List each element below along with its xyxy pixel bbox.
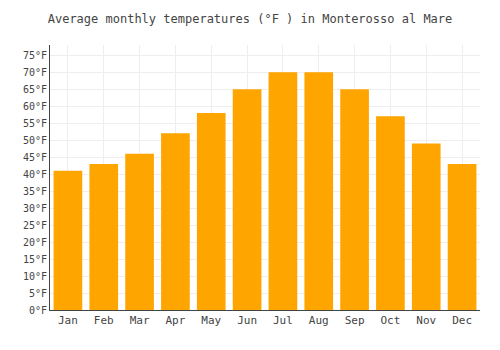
svg-text:55°F: 55°F — [23, 118, 47, 129]
svg-text:Oct: Oct — [380, 314, 400, 327]
svg-text:50°F: 50°F — [23, 135, 47, 146]
svg-text:Nov: Nov — [416, 314, 436, 327]
svg-text:Aug: Aug — [309, 314, 329, 327]
svg-text:15°F: 15°F — [23, 254, 47, 265]
svg-text:40°F: 40°F — [23, 169, 47, 180]
svg-text:Jun: Jun — [237, 314, 257, 327]
svg-text:70°F: 70°F — [23, 67, 47, 78]
svg-text:0°F: 0°F — [29, 305, 47, 316]
svg-text:Mar: Mar — [130, 314, 150, 327]
svg-text:20°F: 20°F — [23, 237, 47, 248]
svg-text:Jul: Jul — [273, 314, 293, 327]
svg-text:65°F: 65°F — [23, 84, 47, 95]
svg-text:May: May — [201, 314, 221, 327]
svg-text:Feb: Feb — [94, 314, 114, 327]
svg-text:5°F: 5°F — [29, 288, 47, 299]
svg-text:25°F: 25°F — [23, 220, 47, 231]
svg-text:35°F: 35°F — [23, 186, 47, 197]
svg-text:45°F: 45°F — [23, 152, 47, 163]
svg-text:Jan: Jan — [58, 314, 78, 327]
svg-text:Dec: Dec — [452, 314, 472, 327]
svg-text:75°F: 75°F — [23, 50, 47, 61]
svg-text:60°F: 60°F — [23, 101, 47, 112]
svg-text:10°F: 10°F — [23, 271, 47, 282]
svg-text:Sep: Sep — [345, 314, 365, 327]
svg-text:Apr: Apr — [165, 314, 185, 327]
svg-text:Average monthly temperatures (: Average monthly temperatures (°F ) in Mo… — [48, 12, 453, 26]
svg-text:30°F: 30°F — [23, 203, 47, 214]
